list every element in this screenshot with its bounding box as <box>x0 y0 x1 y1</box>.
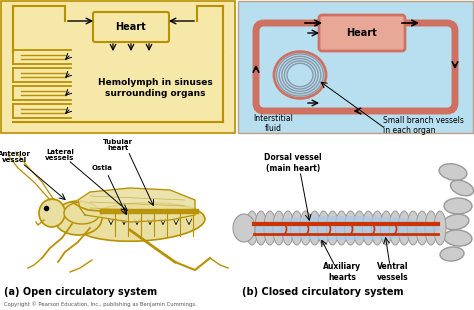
Ellipse shape <box>371 211 383 245</box>
Ellipse shape <box>233 214 255 242</box>
Ellipse shape <box>64 202 100 224</box>
Text: Interstitial
fluid: Interstitial fluid <box>253 114 293 133</box>
Text: Small branch vessels
in each organ: Small branch vessels in each organ <box>383 116 464 135</box>
Text: Heart: Heart <box>346 28 377 38</box>
Ellipse shape <box>354 211 365 245</box>
Ellipse shape <box>450 180 474 196</box>
Ellipse shape <box>444 198 472 214</box>
Text: Copyright © Pearson Education, Inc., publishing as Benjamin Cummings.: Copyright © Pearson Education, Inc., pub… <box>4 301 197 307</box>
Text: Hemolymph in sinuses
surrounding organs: Hemolymph in sinuses surrounding organs <box>98 78 212 98</box>
Polygon shape <box>78 188 195 222</box>
Text: Auxiliary
hearts: Auxiliary hearts <box>323 262 361 282</box>
Ellipse shape <box>39 199 65 227</box>
Text: (a) Open circulatory system: (a) Open circulatory system <box>4 287 157 297</box>
Ellipse shape <box>444 230 472 246</box>
Text: Ventral
vessels: Ventral vessels <box>377 262 409 282</box>
Ellipse shape <box>264 211 276 245</box>
Ellipse shape <box>336 211 347 245</box>
Text: Heart: Heart <box>116 22 146 32</box>
Ellipse shape <box>389 211 401 245</box>
Text: Dorsal vessel
(main heart): Dorsal vessel (main heart) <box>264 153 322 173</box>
Ellipse shape <box>282 211 294 245</box>
Text: Tubular
heart: Tubular heart <box>103 139 133 152</box>
FancyBboxPatch shape <box>93 12 169 42</box>
Ellipse shape <box>440 247 464 261</box>
Ellipse shape <box>443 214 469 230</box>
FancyBboxPatch shape <box>319 15 405 51</box>
Ellipse shape <box>255 211 267 245</box>
Ellipse shape <box>425 211 437 245</box>
Ellipse shape <box>416 211 428 245</box>
Ellipse shape <box>300 211 312 245</box>
Ellipse shape <box>273 211 285 245</box>
Ellipse shape <box>274 51 326 98</box>
Ellipse shape <box>407 211 419 245</box>
Ellipse shape <box>246 211 258 245</box>
Ellipse shape <box>75 203 205 241</box>
Ellipse shape <box>345 211 356 245</box>
Ellipse shape <box>327 211 338 245</box>
Text: (b) Closed circulatory system: (b) Closed circulatory system <box>242 287 403 297</box>
Ellipse shape <box>439 164 467 180</box>
FancyBboxPatch shape <box>238 1 473 133</box>
Ellipse shape <box>380 211 392 245</box>
Text: Lateral
vessels: Lateral vessels <box>46 148 75 162</box>
Text: Anterior
vessel: Anterior vessel <box>0 150 30 163</box>
Ellipse shape <box>398 211 410 245</box>
Ellipse shape <box>363 211 374 245</box>
Ellipse shape <box>252 216 440 240</box>
Ellipse shape <box>434 211 446 245</box>
FancyBboxPatch shape <box>1 1 235 133</box>
Text: Ostia: Ostia <box>91 165 112 171</box>
Ellipse shape <box>54 201 102 235</box>
Ellipse shape <box>318 211 329 245</box>
Ellipse shape <box>309 211 320 245</box>
Ellipse shape <box>291 211 303 245</box>
